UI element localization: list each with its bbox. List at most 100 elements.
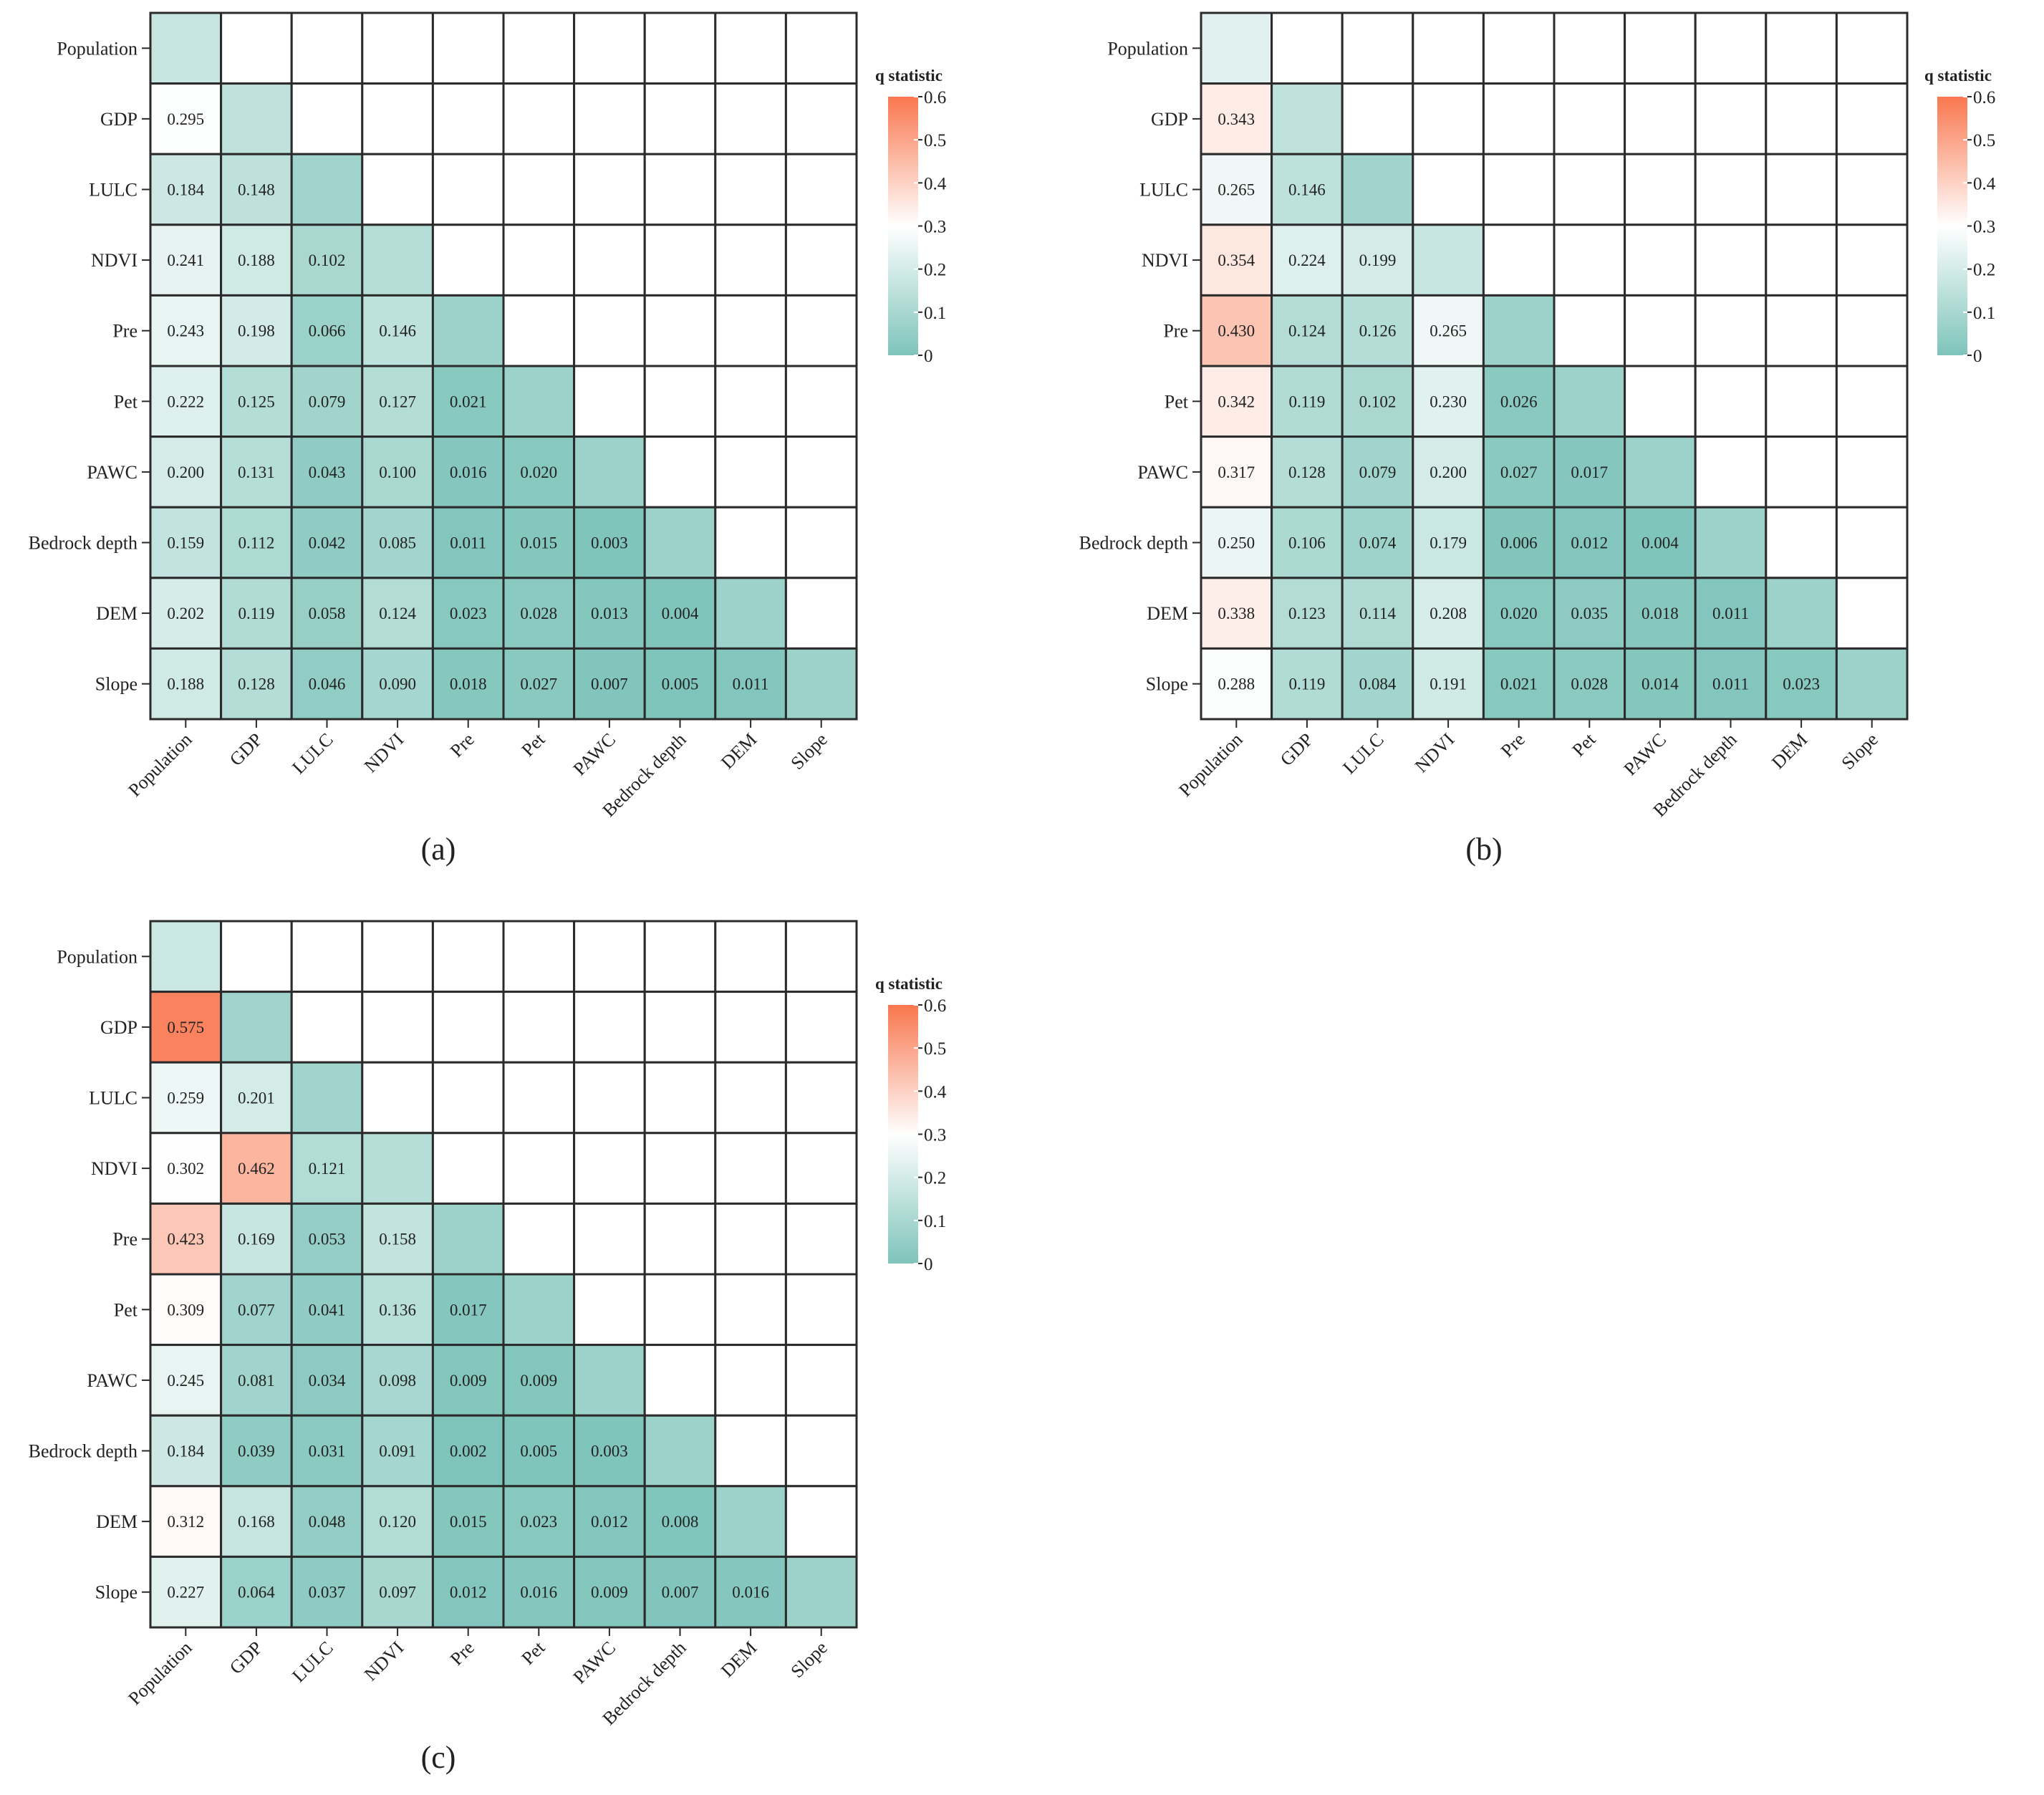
empty-cell (643, 1202, 717, 1276)
empty-cell (714, 1414, 787, 1488)
cell-value-label: 0.006 (1500, 534, 1538, 552)
cell-value-label: 0.106 (1288, 534, 1326, 552)
empty-cell (1835, 11, 1909, 85)
cell-value-label: 0.004 (1642, 534, 1679, 552)
cell-value-label: 0.169 (238, 1231, 275, 1248)
cell-value-label: 0.021 (1500, 675, 1538, 693)
empty-cell (784, 223, 858, 297)
cell-value-label: 0.011 (1712, 675, 1749, 693)
heatmap-cell (714, 647, 787, 721)
diagonal-cell (1835, 647, 1909, 721)
heatmap-cell (1553, 506, 1626, 579)
cell-value-label: 0.031 (309, 1443, 346, 1460)
cell-value-label: 0.184 (167, 1443, 204, 1460)
empty-cell (573, 1132, 646, 1205)
legend-tick-label: 0.1 (1973, 304, 1995, 323)
empty-cell (502, 153, 576, 226)
empty-cell (573, 153, 646, 226)
cell-value-label: 0.124 (379, 605, 416, 622)
cell-value-label: 0.146 (379, 322, 416, 340)
heatmap-cell (431, 1344, 505, 1417)
empty-cell (784, 294, 858, 367)
cell-value-label: 0.021 (450, 393, 487, 410)
empty-cell (1624, 223, 1697, 297)
cell-value-label: 0.131 (238, 463, 275, 481)
cell-value-label: 0.013 (591, 605, 628, 622)
cell-value-label: 0.184 (167, 181, 204, 199)
heatmap-cell (149, 153, 223, 226)
cell-value-label: 0.012 (591, 1513, 628, 1531)
empty-cell (643, 1344, 717, 1417)
cell-value-label: 0.227 (167, 1584, 204, 1602)
cell-value-label: 0.575 (167, 1019, 204, 1036)
empty-cell (502, 1061, 576, 1135)
heatmap-cell (1200, 294, 1273, 367)
y-tick-label: Pet (1165, 391, 1189, 412)
empty-cell (431, 1061, 505, 1135)
cell-value-label: 0.007 (591, 675, 628, 693)
heatmap-cell (361, 1555, 434, 1629)
empty-cell (431, 991, 505, 1064)
x-tick-label: GDP (226, 729, 266, 770)
heatmap-cell (502, 1414, 576, 1488)
empty-cell (1694, 365, 1768, 438)
cell-value-label: 0.120 (379, 1513, 416, 1531)
cell-value-label: 0.081 (238, 1372, 275, 1390)
legend-tick-label: 0.5 (1973, 131, 1995, 150)
empty-cell (431, 223, 505, 297)
y-tick-label: Slope (95, 674, 138, 695)
cell-value-label: 0.128 (1288, 463, 1326, 481)
empty-cell (502, 82, 576, 155)
heatmap-cell (220, 365, 293, 438)
heatmap-cell (1694, 577, 1768, 650)
y-tick-label: Pet (114, 1299, 138, 1320)
cell-value-label: 0.430 (1218, 322, 1255, 340)
heatmap-cell (220, 506, 293, 579)
empty-cell (573, 1202, 646, 1276)
cell-value-label: 0.090 (379, 675, 416, 693)
empty-cell (1835, 294, 1909, 367)
empty-cell (502, 1202, 576, 1276)
cell-value-label: 0.023 (520, 1513, 557, 1531)
empty-cell (361, 1061, 434, 1135)
y-tick-label: NDVI (1142, 250, 1188, 271)
empty-cell (1482, 82, 1556, 155)
empty-cell (1412, 82, 1485, 155)
panel-label: (c) (421, 1740, 456, 1775)
cell-value-label: 0.295 (167, 110, 204, 128)
empty-cell (1624, 365, 1697, 438)
y-tick-label: DEM (96, 603, 138, 624)
heatmap-cell (1200, 223, 1273, 297)
empty-cell (1624, 11, 1697, 85)
empty-cell (502, 294, 576, 367)
heatmap-cell (220, 435, 293, 509)
empty-cell (1482, 11, 1556, 85)
empty-cell (784, 1344, 858, 1417)
y-tick-label: PAWC (87, 1370, 138, 1391)
diagonal-cell (1694, 506, 1768, 579)
cell-value-label: 0.208 (1430, 605, 1467, 622)
cell-value-label: 0.188 (238, 251, 275, 269)
diagonal-cell (220, 82, 293, 155)
heatmap-cell (1412, 506, 1485, 579)
empty-cell (1482, 153, 1556, 226)
empty-cell (1765, 365, 1838, 438)
empty-cell (714, 11, 787, 85)
empty-cell (1694, 153, 1768, 226)
empty-cell (784, 1061, 858, 1135)
empty-cell (361, 991, 434, 1064)
y-tick-label: Slope (95, 1582, 138, 1603)
y-tick-label: PAWC (87, 462, 138, 483)
empty-cell (1624, 153, 1697, 226)
heatmap-cell (1341, 223, 1414, 297)
cell-value-label: 0.046 (309, 675, 346, 693)
empty-cell (714, 920, 787, 993)
heatmap-cell (502, 647, 576, 721)
empty-cell (784, 435, 858, 509)
x-tick-label: DEM (717, 729, 761, 773)
empty-cell (1835, 435, 1909, 509)
empty-cell (220, 11, 293, 85)
cell-value-label: 0.002 (450, 1443, 487, 1460)
y-tick-label: Population (57, 38, 138, 59)
cell-value-label: 0.003 (591, 1443, 628, 1460)
